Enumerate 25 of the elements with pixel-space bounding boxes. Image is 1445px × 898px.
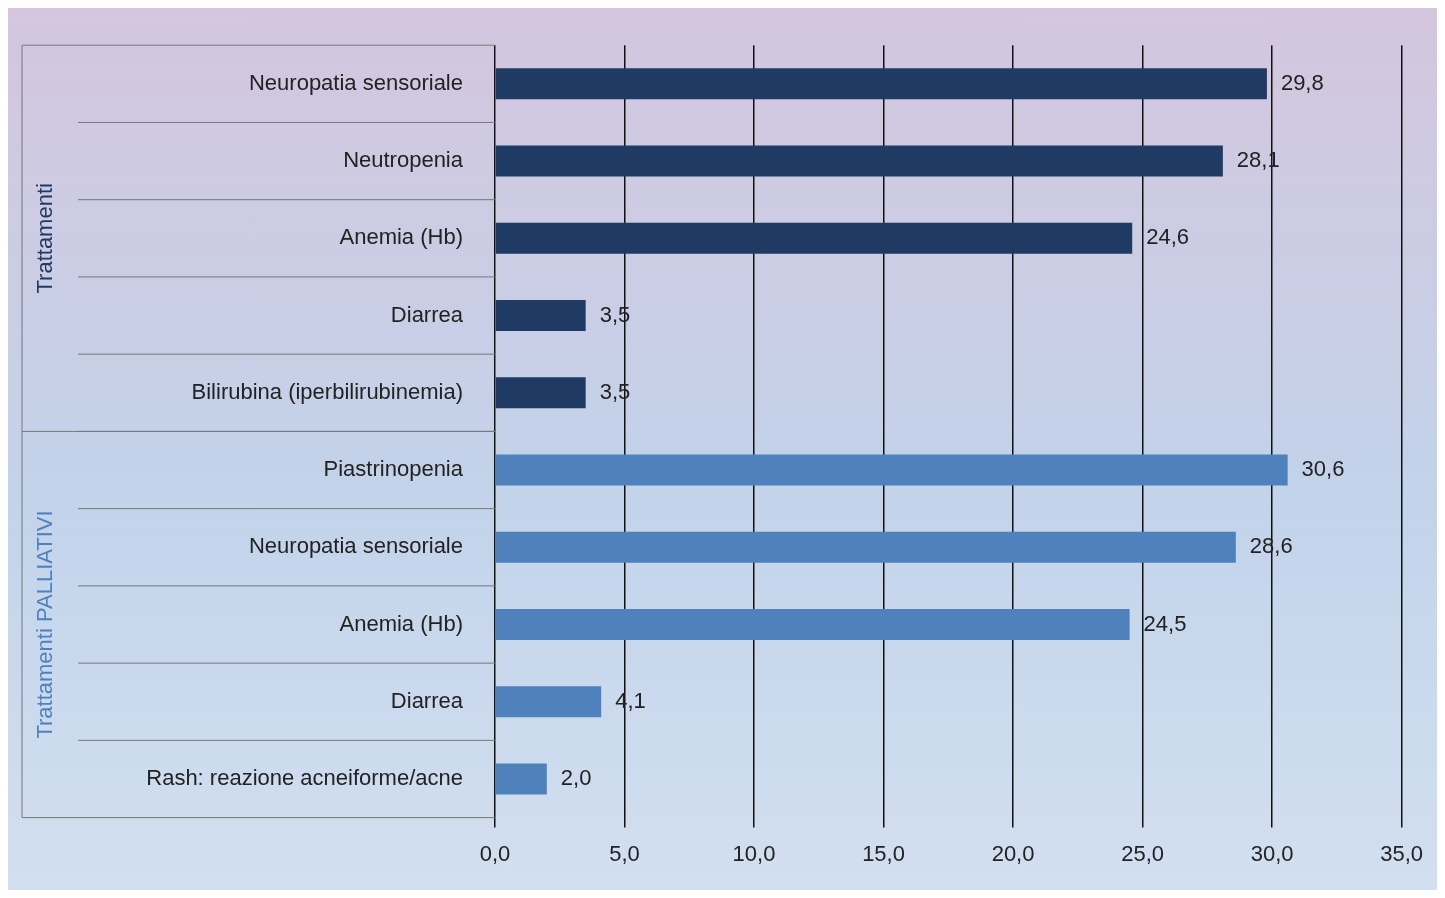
data-label: 24,5 [1143,610,1187,636]
y-tick-label: Bilirubina (iperbilirubinemia) [191,378,463,404]
y-tick-label: Diarrea [390,687,464,713]
y-tick-label: Diarrea [390,301,464,327]
y-tick-label: Neuropatia sensoriale [248,69,463,95]
y-tick-label: Anemia (Hb) [339,610,463,636]
data-label: 2,0 [560,765,592,791]
x-tick-label: 20,0 [991,840,1035,866]
y-tick-label: Neuropatia sensoriale [248,533,463,559]
x-tick-label: 35,0 [1380,840,1423,866]
text: Trattamenti [32,183,58,294]
x-tick-label: 10,0 [732,840,776,866]
x-tick-label: 0,0 [479,840,511,866]
y-tick-label: Rash: reazione acneiforme/acne [146,765,463,791]
y-tick-label: Piastrinopenia [323,456,464,482]
x-tick-label: 30,0 [1250,840,1294,866]
data-label: 30,6 [1301,456,1345,482]
y-tick-label: Anemia (Hb) [339,224,463,250]
data-label: 24,6 [1146,224,1190,250]
x-tick-label: 25,0 [1121,840,1164,866]
x-tick-label: 5,0 [609,840,640,866]
y-tick-label: Neutropenia [343,147,464,173]
x-tick-label: 15,0 [862,840,905,866]
data-label: 29,8 [1280,69,1324,95]
text: Trattamenti PALLIATIVI [32,510,58,739]
